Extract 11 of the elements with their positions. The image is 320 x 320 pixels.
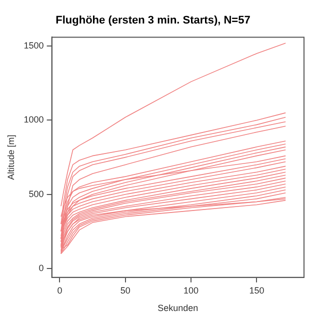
- y-tick-label: 1500: [24, 40, 44, 51]
- y-axis-title: Altitude [m]: [6, 134, 16, 180]
- x-tick-label: 0: [57, 285, 62, 296]
- x-axis-title: Sekunden: [158, 303, 198, 314]
- x-tick-label: 100: [184, 285, 199, 296]
- y-tick-label: 500: [28, 188, 44, 199]
- chart-title: Flughöhe (ersten 3 min. Starts), N=57: [56, 14, 250, 27]
- x-tick-label: 150: [249, 285, 264, 296]
- x-tick-label: 50: [120, 285, 130, 296]
- y-tick-label: 1000: [24, 114, 44, 125]
- y-tick-label: 0: [38, 262, 44, 273]
